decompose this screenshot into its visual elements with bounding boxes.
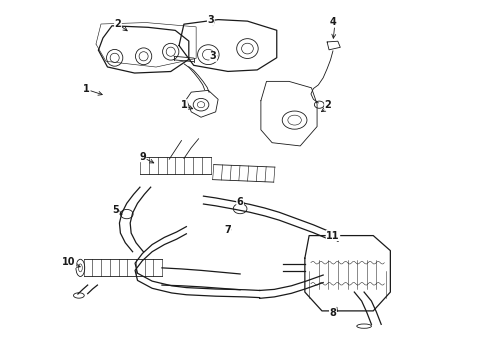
Text: 11: 11 bbox=[326, 231, 340, 240]
Text: 6: 6 bbox=[237, 197, 244, 207]
Text: 1: 1 bbox=[83, 84, 90, 94]
Text: 2: 2 bbox=[115, 19, 122, 29]
Text: 10: 10 bbox=[62, 257, 76, 267]
Text: 5: 5 bbox=[112, 206, 119, 216]
Text: 8: 8 bbox=[329, 308, 337, 318]
Text: 9: 9 bbox=[139, 152, 146, 162]
Text: 4: 4 bbox=[330, 17, 336, 27]
Text: 1: 1 bbox=[180, 100, 187, 110]
Text: 2: 2 bbox=[325, 100, 331, 110]
Text: 3: 3 bbox=[207, 15, 214, 26]
Text: 7: 7 bbox=[224, 225, 231, 235]
Text: 3: 3 bbox=[210, 51, 217, 61]
